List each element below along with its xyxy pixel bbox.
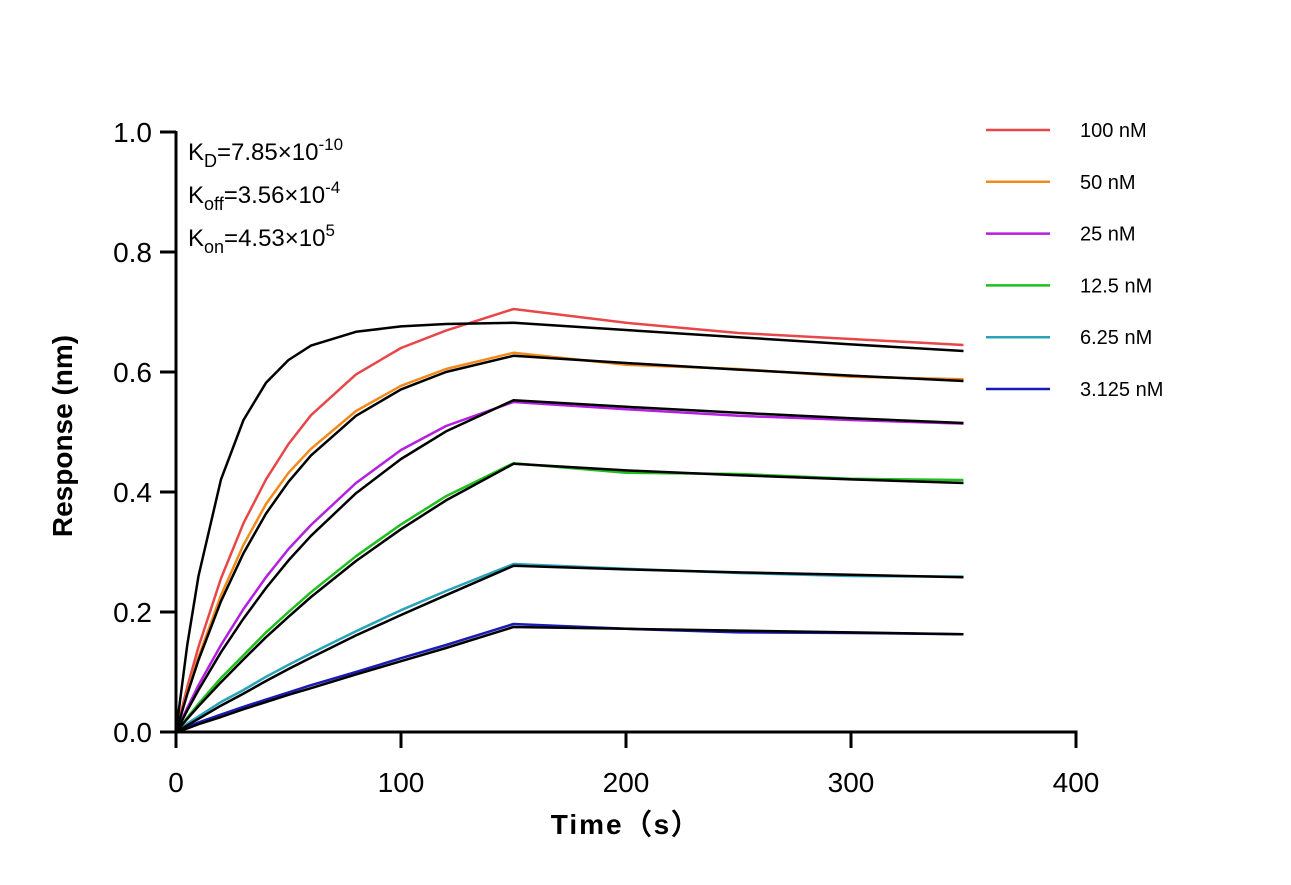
- data-line: [174, 398, 964, 733]
- legend-label: 100 nM: [1080, 120, 1147, 142]
- annotation-subscript: on: [204, 237, 224, 257]
- y-tick-label: 0.8: [113, 237, 152, 268]
- y-tick-label: 0.2: [113, 597, 152, 628]
- y-tick-label: 0.6: [113, 357, 152, 388]
- annotation-superscript: -10: [318, 135, 343, 154]
- annotation-symbol: K: [188, 182, 204, 209]
- legend-label: 12.5 nM: [1080, 275, 1152, 297]
- legend-label: 6.25 nM: [1080, 327, 1152, 349]
- y-tick-label: 0.0: [113, 717, 152, 748]
- annotation: Koff=3.56×10-4: [188, 178, 340, 214]
- legend-label: 50 nM: [1080, 172, 1136, 194]
- annotation-subscript: off: [204, 194, 225, 214]
- annotation-text: =3.56×10: [224, 182, 325, 209]
- annotation-text: =4.53×10: [224, 225, 325, 252]
- data-line: [174, 400, 964, 733]
- y-tick-label: 0.4: [113, 477, 152, 508]
- data-line: [175, 625, 964, 734]
- legend-label: 25 nM: [1080, 224, 1136, 246]
- annotation: Kon=4.53×105: [188, 221, 335, 257]
- data-line: [174, 307, 964, 733]
- annotation-superscript: -4: [325, 178, 340, 197]
- annotation-text: =7.85×10: [217, 139, 318, 166]
- data-line: [175, 564, 964, 734]
- annotation-subscript: D: [204, 151, 217, 171]
- annotation-symbol: K: [188, 139, 204, 166]
- x-tick-label: 0: [168, 767, 184, 798]
- x-tick-label: 400: [1053, 767, 1100, 798]
- x-tick-label: 200: [603, 767, 650, 798]
- y-axis-title: Response (nm): [47, 335, 78, 537]
- annotation-symbol: K: [188, 225, 204, 252]
- y-tick-label: 1.0: [113, 117, 152, 148]
- data-line: [174, 354, 964, 733]
- annotation-superscript: 5: [325, 221, 334, 240]
- data-line: [174, 321, 964, 733]
- legend-label: 3.125 nM: [1080, 379, 1163, 401]
- x-tick-label: 300: [828, 767, 875, 798]
- x-tick-label: 100: [378, 767, 425, 798]
- annotation: KD=7.85×10-10: [188, 135, 343, 171]
- data-line: [175, 462, 964, 733]
- x-axis-title: Time（s）: [551, 808, 701, 840]
